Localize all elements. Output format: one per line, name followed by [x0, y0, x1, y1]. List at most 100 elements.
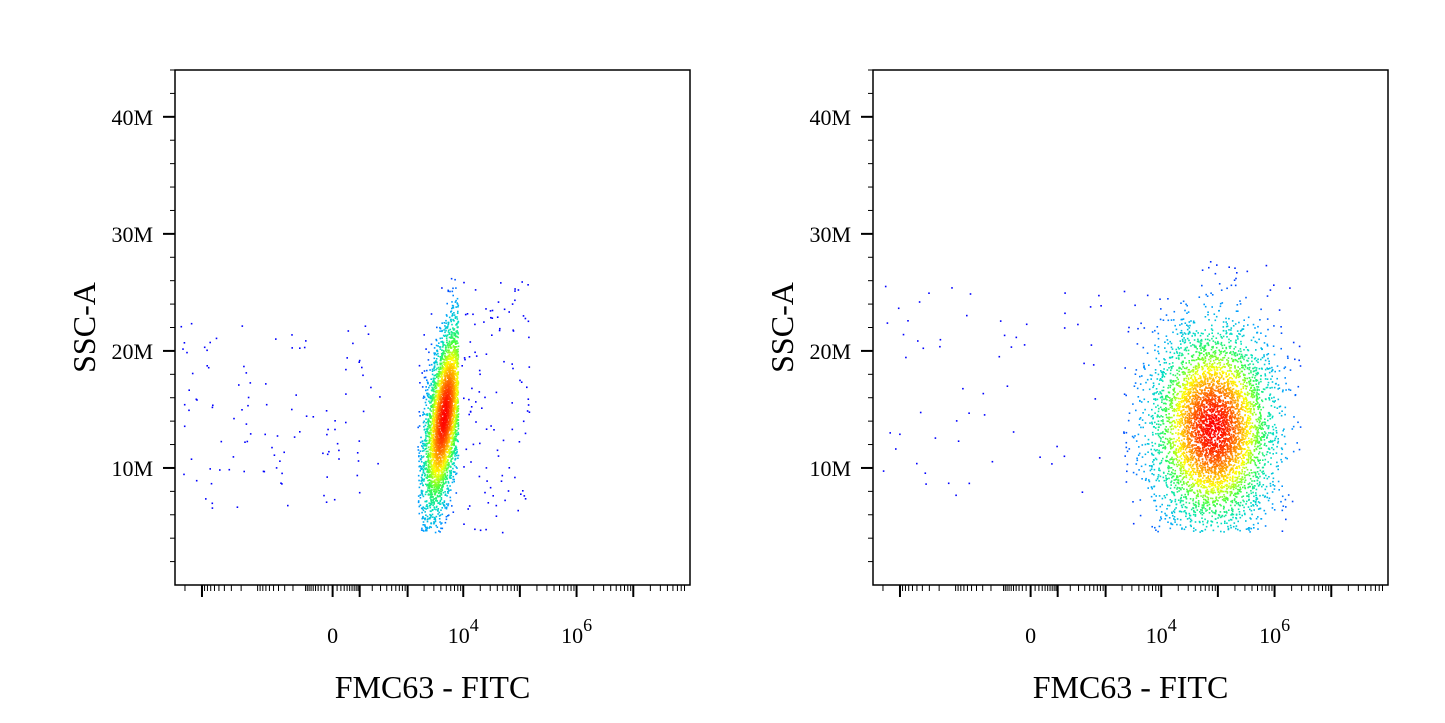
event-point	[445, 448, 448, 451]
event-point	[1158, 393, 1160, 395]
event-point	[463, 357, 466, 359]
event-point	[422, 515, 424, 518]
event-point	[418, 479, 420, 482]
event-point	[453, 412, 455, 415]
event-point	[443, 329, 445, 331]
event-point	[428, 413, 431, 415]
event-point	[455, 420, 458, 423]
event-point	[491, 317, 494, 319]
event-point	[456, 434, 459, 436]
event-point	[437, 411, 439, 413]
event-point	[449, 382, 452, 384]
event-point	[457, 333, 460, 335]
event-point	[454, 431, 456, 434]
event-point	[243, 365, 245, 368]
event-point	[1254, 435, 1257, 437]
event-point	[435, 360, 437, 362]
event-point	[452, 394, 454, 397]
event-point	[428, 431, 430, 434]
event-point	[434, 470, 436, 472]
event-point	[1239, 417, 1241, 420]
event-point	[433, 480, 436, 482]
event-point	[1249, 462, 1252, 464]
event-point	[426, 526, 428, 529]
event-point	[444, 429, 446, 432]
event-point	[430, 476, 433, 479]
event-point	[440, 527, 442, 530]
event-point	[1253, 436, 1256, 439]
event-point	[422, 455, 425, 458]
event-point	[456, 448, 458, 451]
event-point	[441, 406, 444, 408]
event-point	[445, 409, 448, 411]
event-point	[1211, 399, 1214, 401]
event-point	[454, 388, 457, 390]
event-point	[425, 389, 427, 392]
event-point	[447, 433, 449, 436]
event-point	[445, 439, 447, 441]
event-point	[455, 472, 458, 475]
event-point	[420, 529, 423, 531]
event-point	[423, 376, 426, 379]
event-point	[457, 350, 459, 353]
event-point	[445, 368, 447, 371]
event-point	[449, 422, 451, 424]
event-point	[479, 373, 481, 376]
event-point	[1170, 501, 1173, 503]
event-point	[442, 491, 445, 494]
event-point	[441, 426, 443, 429]
event-point	[444, 355, 447, 357]
event-point	[1208, 333, 1210, 335]
event-point	[444, 380, 447, 382]
event-point	[440, 418, 442, 421]
event-point	[439, 514, 442, 516]
event-point	[453, 410, 455, 413]
event-point	[442, 449, 444, 452]
event-point	[457, 416, 460, 418]
event-point	[1192, 382, 1194, 384]
event-point	[449, 417, 452, 420]
event-point	[445, 350, 448, 353]
event-point	[440, 387, 442, 389]
event-point	[444, 482, 447, 484]
event-point	[357, 460, 360, 462]
event-point	[454, 370, 457, 372]
event-point	[436, 417, 438, 419]
event-point	[437, 461, 440, 463]
event-point	[452, 370, 455, 373]
event-point	[1162, 389, 1165, 392]
event-point	[305, 415, 308, 417]
event-point	[485, 308, 487, 310]
event-point	[430, 440, 432, 442]
event-point	[441, 337, 443, 339]
event-point	[440, 341, 442, 343]
event-point	[456, 410, 459, 412]
event-point	[446, 381, 448, 383]
event-point	[1276, 377, 1278, 380]
event-point	[446, 495, 448, 497]
event-point	[447, 381, 449, 383]
event-point	[1187, 490, 1190, 492]
event-point	[446, 372, 449, 374]
event-point	[478, 475, 481, 478]
event-point	[450, 355, 452, 358]
event-point	[454, 317, 457, 319]
event-point	[434, 374, 437, 376]
event-point	[429, 466, 432, 469]
event-point	[419, 494, 422, 496]
event-point	[428, 364, 431, 366]
event-point	[440, 523, 442, 525]
event-point	[417, 495, 420, 497]
event-point	[434, 491, 437, 494]
event-point	[428, 433, 431, 435]
event-point	[448, 436, 450, 439]
event-point	[1201, 504, 1204, 506]
event-point	[425, 508, 427, 510]
event-point	[452, 401, 455, 403]
event-point	[451, 391, 453, 393]
event-point	[370, 386, 372, 389]
event-point	[436, 410, 438, 412]
event-point	[1182, 399, 1185, 402]
event-point	[1151, 331, 1154, 333]
event-point	[424, 511, 426, 513]
